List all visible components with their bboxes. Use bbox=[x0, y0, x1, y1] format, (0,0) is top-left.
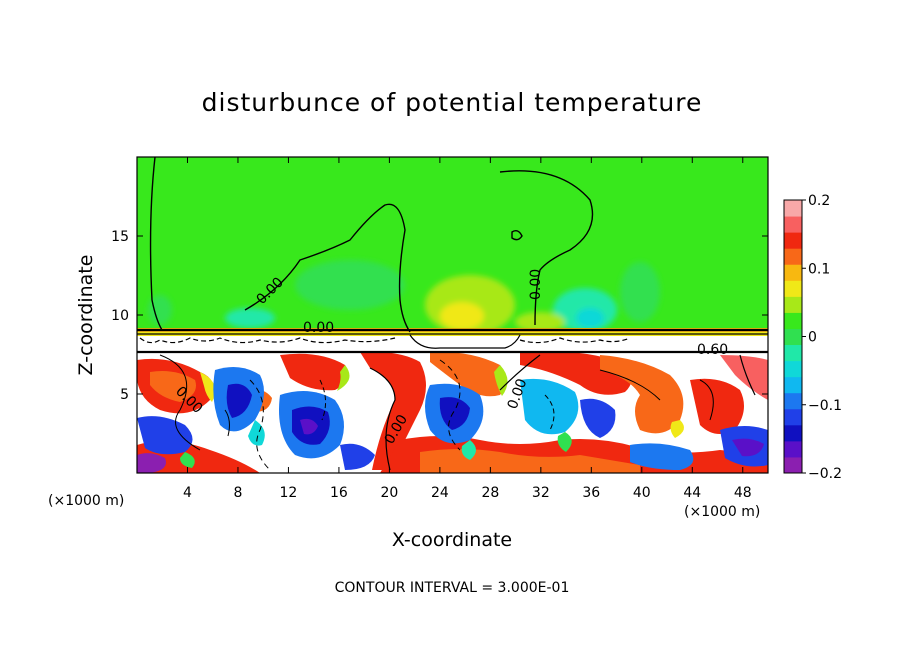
y-tick-label: 5 bbox=[120, 387, 129, 403]
colorbar-segment bbox=[784, 424, 802, 442]
colorbar-segment bbox=[784, 264, 802, 281]
x-tick-label: 12 bbox=[280, 485, 298, 501]
turbulent-structures bbox=[137, 351, 768, 473]
x-unit-right: (×1000 m) bbox=[684, 504, 760, 520]
colorbar-tick-label: 0.1 bbox=[808, 261, 830, 277]
x-tick-label: 36 bbox=[582, 485, 600, 501]
x-tick-label: 8 bbox=[233, 485, 242, 501]
colorbar-tick-label: −0.2 bbox=[808, 466, 842, 482]
colorbar: 0.2 0.1 0 −0.1 −0.2 bbox=[783, 193, 842, 482]
colorbar-segment bbox=[784, 440, 802, 458]
x-unit-left: (×1000 m) bbox=[48, 493, 124, 509]
contour-label: 0.00 bbox=[528, 269, 544, 300]
x-tick-label: 40 bbox=[633, 485, 651, 501]
colorbar-segment bbox=[784, 376, 802, 394]
colorbar-segment bbox=[784, 344, 802, 362]
plot-area: 0.00 0.00 0.00 0.00 0.00 0.00 0.60 bbox=[137, 157, 768, 473]
white-band bbox=[137, 336, 768, 354]
contour-label: 0.00 bbox=[303, 320, 334, 336]
contour-label: 0.60 bbox=[697, 342, 728, 358]
x-tick-label: 28 bbox=[481, 485, 499, 501]
x-axis-label: X-coordinate bbox=[392, 529, 512, 551]
y-axis: 5 10 15 bbox=[111, 229, 768, 403]
colorbar-segment bbox=[784, 360, 802, 378]
x-tick-label: 16 bbox=[330, 485, 348, 501]
colorbar-tick-label: −0.1 bbox=[808, 398, 842, 414]
x-tick-label: 20 bbox=[380, 485, 398, 501]
colorbar-segment bbox=[784, 232, 802, 249]
y-tick-label: 15 bbox=[111, 229, 129, 245]
colorbar-segment bbox=[784, 296, 802, 313]
colorbar-segment bbox=[784, 328, 802, 346]
chart-title: disturbunce of potential temperature bbox=[202, 88, 703, 117]
colorbar-segment bbox=[784, 456, 802, 474]
colorbar-tick-label: 0 bbox=[808, 330, 817, 346]
x-tick-label: 32 bbox=[532, 485, 550, 501]
colorbar-segment bbox=[784, 200, 802, 217]
colorbar-segment bbox=[784, 216, 802, 233]
contour-interval-note: CONTOUR INTERVAL = 3.000E-01 bbox=[335, 580, 570, 596]
x-tick-label: 48 bbox=[734, 485, 752, 501]
x-tick-label: 4 bbox=[183, 485, 192, 501]
x-tick-label: 44 bbox=[683, 485, 701, 501]
x-axis: 4 8 12 16 20 24 28 32 36 40 44 48 bbox=[183, 157, 752, 501]
contour-lines bbox=[137, 157, 768, 471]
y-tick-label: 10 bbox=[111, 308, 129, 324]
colorbar-segment bbox=[784, 280, 802, 297]
y-axis-label: Z-coordinate bbox=[75, 255, 97, 376]
colorbar-segment bbox=[784, 248, 802, 265]
upper-anomalies bbox=[148, 260, 660, 335]
x-tick-label: 24 bbox=[431, 485, 449, 501]
colorbar-segment bbox=[784, 392, 802, 410]
colorbar-segment bbox=[784, 312, 802, 329]
colorbar-tick-label: 0.2 bbox=[808, 193, 830, 209]
colorbar-segment bbox=[784, 408, 802, 426]
